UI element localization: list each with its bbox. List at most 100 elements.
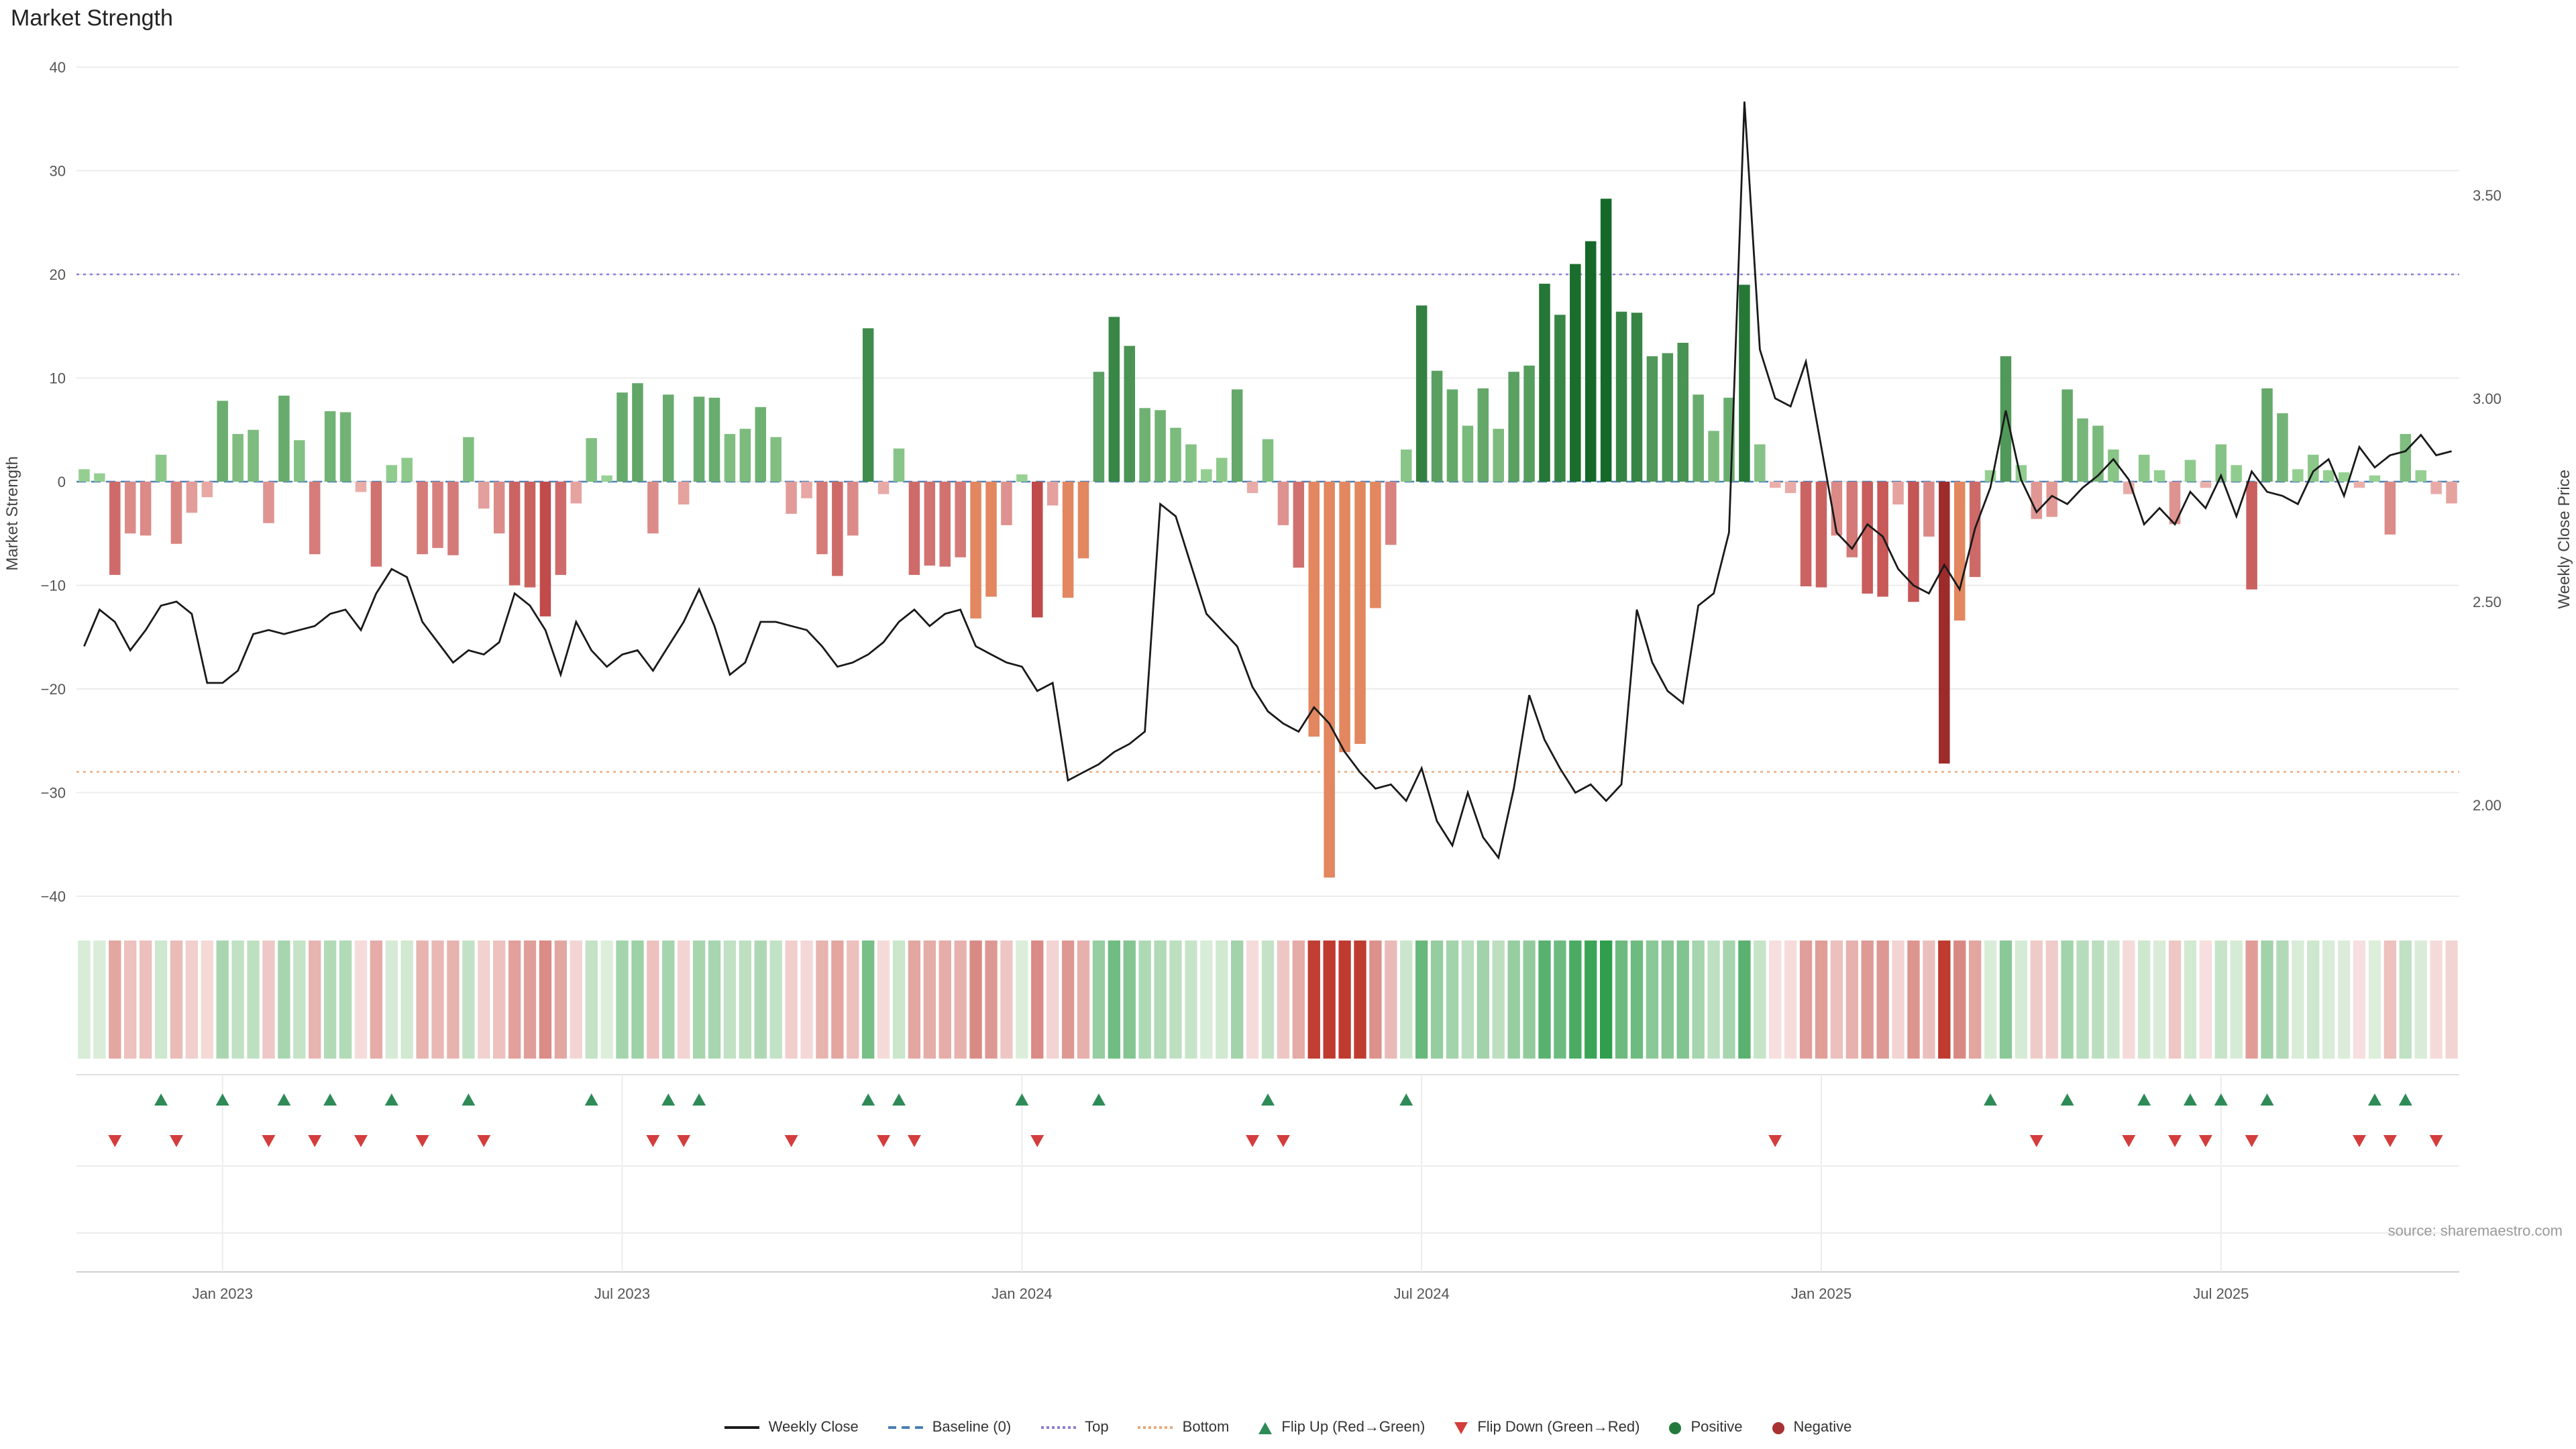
strength-bar (1615, 311, 1627, 482)
heatmap-band (2153, 941, 2166, 1059)
strength-bar (1046, 482, 1059, 506)
heatmap-band (247, 941, 260, 1059)
heatmap-band (1661, 941, 1674, 1059)
strength-price-chart: 40 30 20 10 0 −10 −20 −30 −40 3.50 3.00 2.50 2.00 (41, 59, 2502, 905)
heatmap-band (2307, 941, 2320, 1059)
strength-bar (2246, 482, 2257, 590)
heatmap-band (1323, 941, 1336, 1059)
heatmap-band (1784, 941, 1797, 1059)
heatmap-band (2061, 941, 2074, 1059)
strength-bar (1953, 482, 1966, 621)
heatmap-band (1261, 941, 1275, 1059)
strength-bar (2338, 472, 2350, 482)
flip-up-marker (462, 1093, 476, 1106)
bottom-line-icon (1138, 1426, 1173, 1429)
strength-bar (739, 429, 751, 482)
heatmap-band (78, 941, 91, 1059)
strength-bar (2000, 356, 2012, 482)
heatmap-band (2214, 941, 2227, 1059)
legend-label: Bottom (1182, 1419, 1230, 1436)
left-axis-tick-label: 30 (50, 163, 66, 180)
heatmap-band (631, 941, 644, 1059)
strength-bar (1246, 482, 1258, 493)
strength-bar (508, 482, 521, 586)
heatmap-band (831, 941, 844, 1059)
strength-bar (1877, 482, 1888, 597)
strength-bar (693, 396, 705, 482)
strength-bar (1800, 482, 1812, 587)
right-axis-tick-label: 2.50 (2473, 594, 2502, 610)
strength-bar (1185, 444, 1197, 482)
heatmap-band (1061, 941, 1075, 1059)
strength-bar (1923, 482, 1935, 537)
heatmap-band (2322, 941, 2335, 1059)
strength-bar (1939, 482, 1950, 764)
legend-label: Top (1085, 1419, 1109, 1436)
heatmap-band (478, 941, 490, 1059)
legend: Weekly Close Baseline (0) Top Bottom Flip Up… (0, 1419, 2576, 1436)
heatmap-band (339, 941, 352, 1059)
heatmap-band (1599, 941, 1613, 1059)
heatmap-band (1692, 941, 1705, 1059)
heatmap-band (1477, 941, 1489, 1059)
heatmap-band (1630, 941, 1644, 1059)
heatmap-band (692, 941, 706, 1059)
x-tick-label: Jul 2024 (1394, 1285, 1450, 1302)
flip-down-marker (169, 1135, 183, 1147)
heatmap-band (1738, 941, 1751, 1059)
heatmap-band (2276, 941, 2289, 1059)
heatmap-band (1092, 941, 1106, 1059)
strength-bar (386, 465, 398, 482)
heatmap-band (2414, 941, 2427, 1059)
strength-bar (1370, 482, 1381, 608)
strength-bar (570, 482, 582, 504)
flip-up-marker (1015, 1093, 1029, 1106)
strength-bar (1646, 356, 1658, 482)
heatmap-band (1646, 941, 1659, 1059)
heatmap-band (2353, 941, 2366, 1059)
flip-up-marker (584, 1093, 598, 1106)
left-axis-tick-label: 10 (50, 370, 66, 387)
flip-down-marker (877, 1135, 891, 1147)
heatmap-band (93, 941, 106, 1059)
heatmap-band (1338, 941, 1351, 1059)
strength-bar (2277, 413, 2288, 482)
heatmap-band (2368, 941, 2381, 1059)
legend-item: Top (1040, 1419, 1109, 1436)
left-axis-tick-label: −30 (41, 785, 66, 802)
strength-bar (355, 482, 367, 492)
heatmap-band (1676, 941, 1689, 1059)
strength-bar (1554, 315, 1566, 482)
heatmap-band (769, 941, 782, 1059)
strength-bar (801, 482, 812, 498)
strength-bar (1446, 389, 1458, 482)
strength-bar (924, 482, 936, 566)
heatmap-band (1200, 941, 1213, 1059)
heatmap-band (1999, 941, 2012, 1059)
legend-label: Weekly Close (768, 1419, 859, 1436)
flip-down-marker (2353, 1135, 2367, 1147)
heatmap-band (2030, 941, 2043, 1059)
legend-label: Baseline (0) (932, 1419, 1012, 1436)
strength-bar (1308, 482, 1320, 737)
flip-down-marker (677, 1135, 691, 1147)
heatmap-band (1154, 941, 1167, 1059)
heatmap-band (1523, 941, 1536, 1059)
strength-bar (816, 482, 828, 555)
heatmap-band (1876, 941, 1889, 1059)
heatmap-band (400, 941, 413, 1059)
strength-bar (1892, 482, 1904, 504)
strength-bar (955, 482, 966, 557)
strength-bar (463, 437, 474, 482)
strength-bar (586, 438, 597, 482)
strength-bar (1570, 264, 1581, 482)
strength-bar (939, 482, 951, 567)
strength-bar (1677, 342, 1688, 482)
strength-bar (1431, 370, 1443, 482)
strength-bar (1324, 482, 1335, 878)
heatmap-band (708, 941, 721, 1059)
heatmap-band (985, 941, 998, 1059)
strength-bar (309, 482, 321, 555)
heatmap-band (2076, 941, 2089, 1059)
heatmap-band (154, 941, 168, 1059)
